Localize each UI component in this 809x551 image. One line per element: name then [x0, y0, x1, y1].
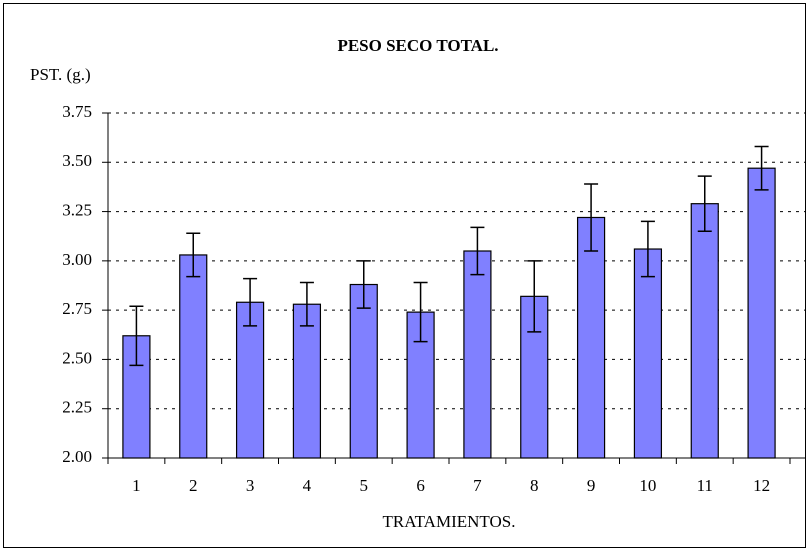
y-tick-label: 2.75 — [62, 299, 92, 318]
bar — [235, 301, 265, 459]
bar — [463, 250, 492, 459]
bar — [292, 303, 322, 459]
x-tick-label: 9 — [587, 476, 596, 495]
error-bar — [584, 183, 599, 252]
error-bar — [640, 220, 655, 278]
error-bar — [470, 226, 485, 276]
y-tick-label: 2.25 — [62, 398, 92, 417]
x-tick-label: 7 — [473, 476, 482, 495]
error-bar — [299, 281, 314, 327]
error-bar — [243, 277, 258, 327]
x-tick-label: 8 — [530, 476, 539, 495]
x-axis-label: TRATAMIENTOS. — [383, 512, 516, 531]
x-tick-label: 12 — [753, 476, 770, 495]
y-tick-label: 3.00 — [62, 250, 92, 269]
y-tick-label: 2.50 — [62, 348, 92, 367]
x-tick-label: 1 — [132, 476, 141, 495]
x-tick-label: 6 — [416, 476, 425, 495]
bar — [576, 216, 606, 459]
y-tick-label: 3.75 — [62, 102, 92, 121]
y-tick-label: 3.25 — [62, 200, 92, 219]
error-bar — [527, 260, 542, 333]
x-tick-label: 2 — [189, 476, 198, 495]
error-bar — [697, 175, 712, 233]
bar — [747, 167, 776, 459]
error-bar — [129, 305, 144, 367]
chart-title: PESO SECO TOTAL. — [337, 36, 498, 55]
error-bar — [186, 232, 201, 278]
bar — [633, 248, 663, 459]
y-tick-label: 3.50 — [62, 151, 92, 170]
x-tick-label: 11 — [697, 476, 713, 495]
error-bar — [356, 260, 371, 309]
bar — [179, 254, 208, 459]
chart-border — [3, 3, 806, 548]
x-tick-label: 5 — [360, 476, 369, 495]
y-axis-label: PST. (g.) — [30, 65, 91, 84]
x-tick-label: 3 — [246, 476, 255, 495]
x-tick-label: 4 — [303, 476, 312, 495]
error-bar — [754, 145, 769, 191]
bar — [349, 283, 378, 459]
y-tick-label: 2.00 — [62, 447, 92, 466]
error-bar — [413, 281, 428, 343]
x-tick-label: 10 — [639, 476, 656, 495]
bar — [690, 203, 719, 459]
